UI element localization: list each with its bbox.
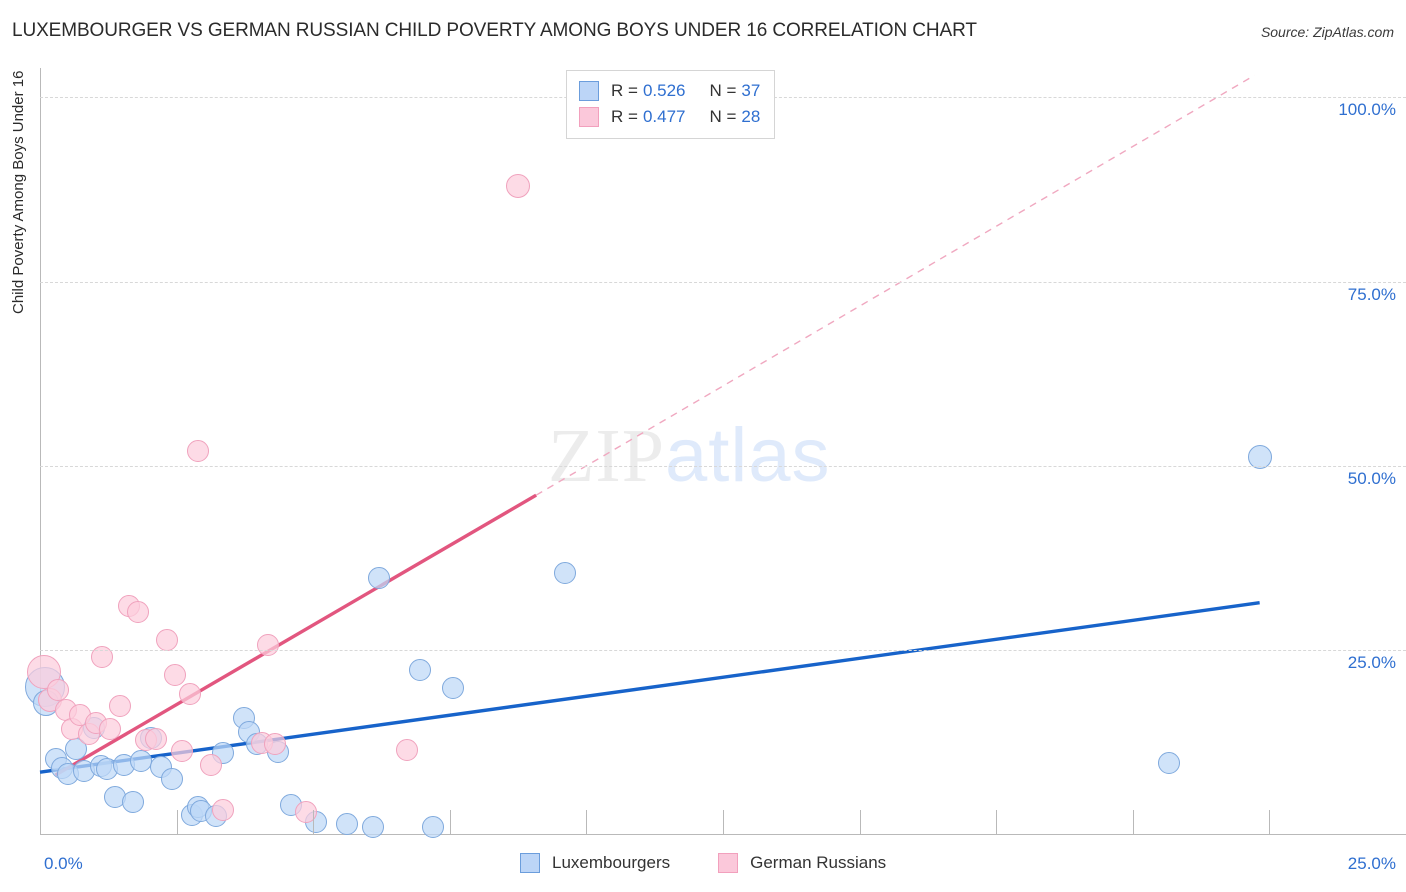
x-tick-mark — [176, 810, 178, 834]
source-attribution: Source: ZipAtlas.com — [1260, 24, 1394, 40]
x-tick-mark — [723, 810, 724, 834]
data-point-blue[interactable] — [442, 677, 465, 700]
y-tick-label: 25.0% — [1347, 652, 1396, 672]
x-tick-mark — [996, 810, 998, 834]
x-tick-mark — [1132, 810, 1134, 834]
x-axis-line — [40, 834, 1406, 835]
data-point-pink[interactable] — [264, 733, 287, 756]
stats-row-luxembourgers: R = 0.526 N = 37 — [579, 78, 760, 104]
y-tick-label: 50.0% — [1347, 468, 1396, 488]
data-point-blue[interactable] — [1158, 751, 1181, 774]
data-point-blue[interactable] — [129, 750, 152, 773]
plot-area — [25, 68, 1332, 839]
data-point-blue[interactable] — [122, 791, 145, 814]
stats-row-german-russians: R = 0.477 N = 28 — [579, 104, 760, 130]
data-point-pink[interactable] — [164, 663, 187, 686]
gridline — [40, 649, 1406, 651]
data-point-pink[interactable] — [257, 633, 280, 656]
n-value-german-russians: 28 — [741, 107, 761, 126]
legend-swatch-german-russians-icon — [718, 853, 739, 873]
legend-label-german-russians: German Russians — [750, 853, 887, 872]
y-axis-line — [40, 68, 41, 834]
trendline-dashed-german-russians — [535, 74, 1255, 496]
y-tick-label: 100.0% — [1338, 100, 1396, 120]
data-point-blue[interactable] — [160, 767, 183, 790]
legend-item-german-russians[interactable]: German Russians — [718, 853, 886, 873]
data-point-pink[interactable] — [155, 629, 178, 652]
plot-svg — [39, 74, 1260, 777]
x-tick-label-max: 25.0% — [1347, 854, 1396, 873]
data-point-blue[interactable] — [367, 566, 390, 589]
page-title: LUXEMBOURGER VS GERMAN RUSSIAN CHILD POV… — [12, 20, 977, 41]
x-tick-mark — [859, 810, 861, 834]
data-point-blue[interactable] — [408, 659, 431, 682]
series-legend: Luxembourgers German Russians — [520, 849, 934, 877]
swatch-luxembourgers-icon — [579, 81, 599, 101]
data-point-pink[interactable] — [109, 694, 132, 717]
y-axis-title: Child Poverty Among Boys Under 16 — [10, 70, 27, 314]
data-point-pink[interactable] — [199, 753, 222, 776]
data-point-blue[interactable] — [336, 813, 359, 836]
data-point-blue[interactable] — [553, 561, 576, 584]
data-point-pink[interactable] — [171, 739, 194, 762]
data-point-blue[interactable] — [1247, 444, 1272, 469]
data-point-pink[interactable] — [145, 727, 168, 750]
data-point-pink[interactable] — [506, 173, 531, 198]
data-point-pink[interactable] — [212, 798, 235, 821]
x-tick-mark — [449, 810, 451, 834]
data-point-blue[interactable] — [421, 816, 444, 839]
swatch-german-russians-icon — [579, 107, 599, 127]
x-tick-label-min: 0.0% — [44, 854, 83, 873]
legend-swatch-luxembourgers-icon — [520, 853, 540, 873]
legend-item-luxembourgers[interactable]: Luxembourgers — [520, 853, 670, 873]
y-tick-label: 75.0% — [1347, 284, 1396, 304]
data-point-pink[interactable] — [127, 600, 150, 623]
r-value-luxembourgers: 0.526 — [642, 81, 686, 100]
x-tick-mark — [1269, 810, 1271, 834]
data-point-pink[interactable] — [178, 683, 201, 706]
n-value-luxembourgers: 37 — [741, 81, 761, 100]
x-tick-mark — [586, 810, 588, 834]
n-label-german-russians: N = — [709, 107, 737, 126]
data-point-pink[interactable] — [98, 717, 121, 740]
x-tick-mark — [313, 810, 315, 834]
data-point-pink[interactable] — [395, 739, 418, 762]
trendline-luxembourgers — [39, 601, 1260, 774]
data-point-pink[interactable] — [295, 800, 318, 823]
n-label-luxembourgers: N = — [709, 81, 737, 100]
r-value-german-russians: 0.477 — [642, 107, 686, 126]
r-label-luxembourgers: R = — [611, 81, 638, 100]
gridline — [40, 281, 1406, 283]
r-label-german-russians: R = — [611, 107, 638, 126]
gridline — [40, 465, 1406, 467]
correlation-stats-legend: R = 0.526 N = 37 R = 0.477 N = 28 — [566, 70, 776, 139]
data-point-pink[interactable] — [91, 646, 114, 669]
data-point-pink[interactable] — [186, 440, 209, 462]
trendline-german-russians — [54, 493, 537, 777]
legend-label-luxembourgers: Luxembourgers — [552, 853, 671, 872]
data-point-pink[interactable] — [47, 678, 70, 701]
data-point-blue[interactable] — [362, 816, 385, 839]
